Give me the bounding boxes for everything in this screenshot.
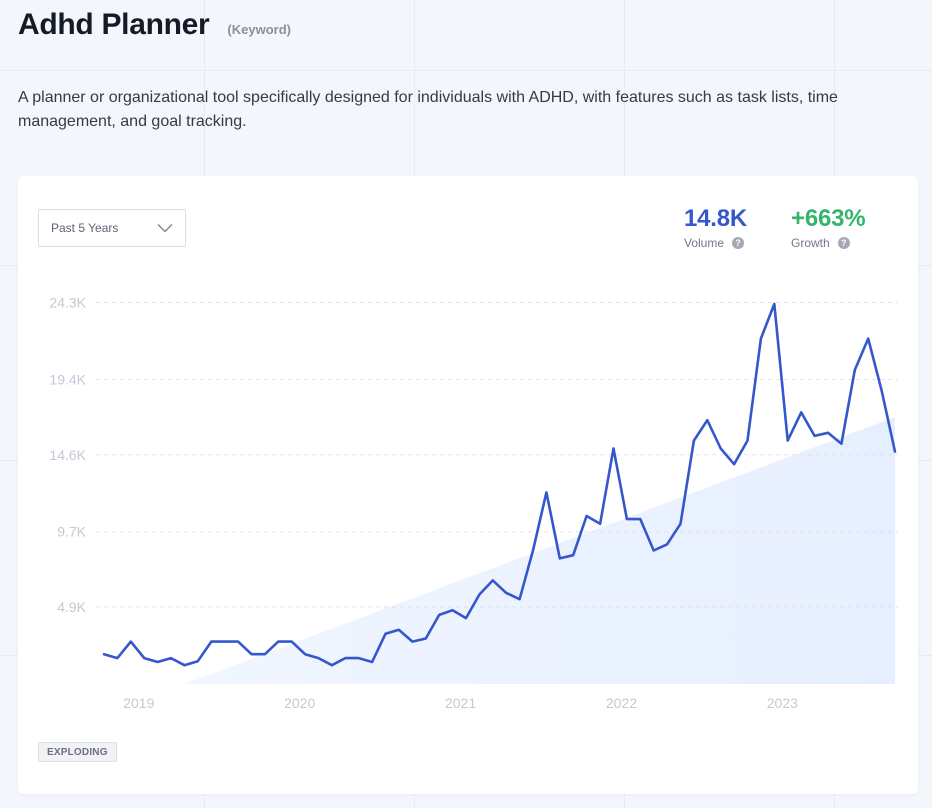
- search-volume-chart: 4.9K 9.7K 14.6K 19.4K 24.3K 2019 2020 2021 2022 2…: [49, 294, 898, 711]
- y-tick-label: 9.7K: [57, 524, 86, 540]
- x-tick-label: 2019: [123, 695, 154, 711]
- volume-help-icon[interactable]: ?: [732, 237, 745, 249]
- y-tick-label: 24.3K: [49, 294, 86, 310]
- page-title: Adhd Planner: [18, 8, 210, 41]
- keyword-tag: (Keyword): [227, 22, 291, 37]
- trend-area: [184, 417, 895, 684]
- time-range-value: Past 5 Years: [51, 221, 119, 235]
- x-tick-label: 2021: [445, 695, 476, 711]
- x-tick-label: 2022: [606, 695, 637, 711]
- x-tick-label: 2020: [284, 695, 315, 711]
- time-range-select[interactable]: Past 5 Years: [38, 209, 186, 247]
- series-line: [102, 302, 897, 667]
- status-badge: EXPLODING: [38, 742, 117, 762]
- volume-metric: 14.8K Volume ?: [684, 204, 747, 250]
- trend-card: Past 5 Years 14.8K Volume ? +663% Growth…: [18, 176, 918, 794]
- growth-metric: +663% Growth ?: [791, 204, 866, 250]
- y-tick-label: 4.9K: [57, 599, 86, 615]
- growth-label: Growth: [791, 236, 830, 250]
- chevron-down-icon: [157, 224, 173, 233]
- growth-help-icon[interactable]: ?: [837, 237, 850, 249]
- page-header: Adhd Planner (Keyword): [18, 8, 291, 42]
- volume-label: Volume: [684, 236, 725, 250]
- keyword-description: A planner or organizational tool specifi…: [18, 89, 838, 130]
- volume-value: 14.8K: [684, 205, 748, 232]
- x-tick-label: 2023: [767, 695, 798, 711]
- growth-value: +663%: [791, 205, 866, 232]
- y-tick-label: 14.6K: [49, 447, 86, 463]
- y-tick-label: 19.4K: [49, 371, 86, 387]
